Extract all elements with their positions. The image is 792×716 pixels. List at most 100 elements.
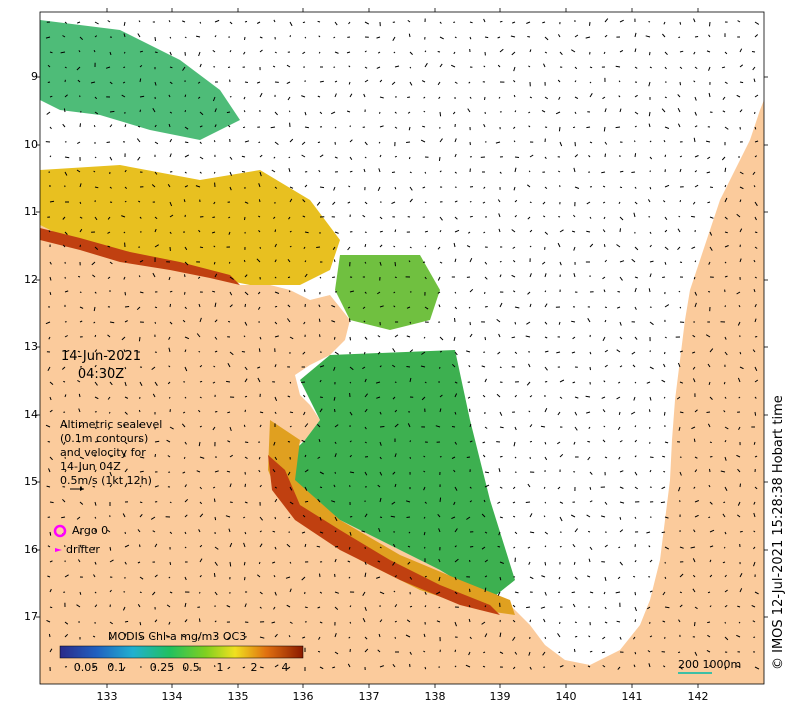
velocity-arrow [64,171,68,176]
velocity-arrow [754,303,757,308]
velocity-arrow [721,66,726,69]
velocity-arrow [512,501,516,504]
velocity-arrow [317,95,321,98]
velocity-arrow [361,530,366,533]
velocity-arrow [49,501,54,504]
velocity-arrow [499,48,504,53]
velocity-arrow [270,126,276,129]
velocity-arrow [409,51,413,55]
velocity-arrow [274,364,277,368]
velocity-arrow [47,81,51,83]
lon-tick: 134 [161,690,183,703]
velocity-arrow [229,156,233,160]
velocity-arrow [376,66,381,69]
velocity-arrow [707,156,711,160]
velocity-arrow [333,484,336,488]
velocity-arrow [754,276,757,279]
velocity-arrow [376,396,381,399]
velocity-arrow [154,216,158,220]
velocity-arrow [154,574,158,578]
velocity-arrow [739,109,743,113]
velocity-arrow [379,125,384,128]
velocity-arrow [754,34,759,38]
velocity-arrow [139,576,144,580]
velocity-arrow [634,336,638,340]
velocity-arrow [736,454,741,458]
velocity-arrow [49,261,52,265]
velocity-arrow [709,348,714,353]
velocity-arrow [736,94,741,98]
velocity-arrow [94,440,99,443]
velocity-arrow [513,126,516,129]
velocity-arrow [304,126,310,129]
velocity-arrow [586,514,591,518]
velocity-arrow [529,154,534,158]
velocity-arrow [738,396,741,399]
velocity-arrow [49,456,53,461]
velocity-arrow [318,35,321,38]
velocity-arrow [439,261,443,264]
velocity-arrow [258,230,261,233]
velocity-arrow [347,246,351,251]
velocity-arrow [108,426,111,430]
velocity-arrow [544,456,548,461]
velocity-arrow [93,306,96,312]
velocity-arrow [213,201,216,205]
velocity-arrow [274,396,278,401]
velocity-arrow [707,363,711,368]
velocity-arrow [226,380,231,383]
velocity-arrow [454,200,458,203]
velocity-arrow [213,140,216,143]
velocity-arrow [499,651,504,655]
velocity-arrow [392,364,396,368]
velocity-arrow [585,36,591,39]
velocity-arrow [706,411,711,413]
velocity-arrow [529,666,532,670]
velocity-arrow [648,111,651,117]
velocity-arrow [379,96,384,99]
velocity-arrow [243,110,246,113]
velocity-arrow [304,606,308,609]
velocity-arrow [589,546,593,550]
velocity-arrow [647,650,651,653]
velocity-arrow [664,184,670,188]
velocity-arrow [124,531,126,535]
velocity-arrow [184,498,189,503]
velocity-arrow [47,366,51,371]
velocity-arrow [317,606,321,609]
velocity-arrow [424,306,429,310]
velocity-arrow [349,605,352,608]
velocity-arrow [544,366,548,371]
velocity-arrow [469,440,473,443]
velocity-arrow [602,409,606,413]
velocity-arrow [634,246,639,251]
velocity-arrow [484,336,486,341]
velocity-arrow [752,620,756,623]
velocity-arrow [227,411,231,414]
velocity-arrow [214,634,217,638]
velocity-arrow [663,470,666,473]
velocity-arrow [510,35,516,38]
velocity-arrow [244,216,246,221]
velocity-arrow [273,216,276,219]
velocity-arrow [619,321,622,326]
velocity-arrow [691,426,696,430]
velocity-arrow [649,51,651,56]
velocity-arrow [257,291,261,295]
velocity-arrow [289,21,293,27]
velocity-arrow [618,411,621,416]
velocity-arrow [574,154,579,158]
velocity-arrow [274,243,277,248]
velocity-arrow [94,469,97,473]
velocity-arrow [286,81,291,85]
velocity-arrow [648,123,651,128]
velocity-arrow [649,396,652,401]
velocity-arrow [244,483,246,488]
velocity-arrow [124,633,127,638]
velocity-arrow [499,561,504,564]
velocity-arrow [49,200,55,203]
velocity-arrow [287,395,291,398]
velocity-arrow [634,619,637,623]
velocity-arrow [228,125,231,128]
velocity-arrow [678,486,681,492]
